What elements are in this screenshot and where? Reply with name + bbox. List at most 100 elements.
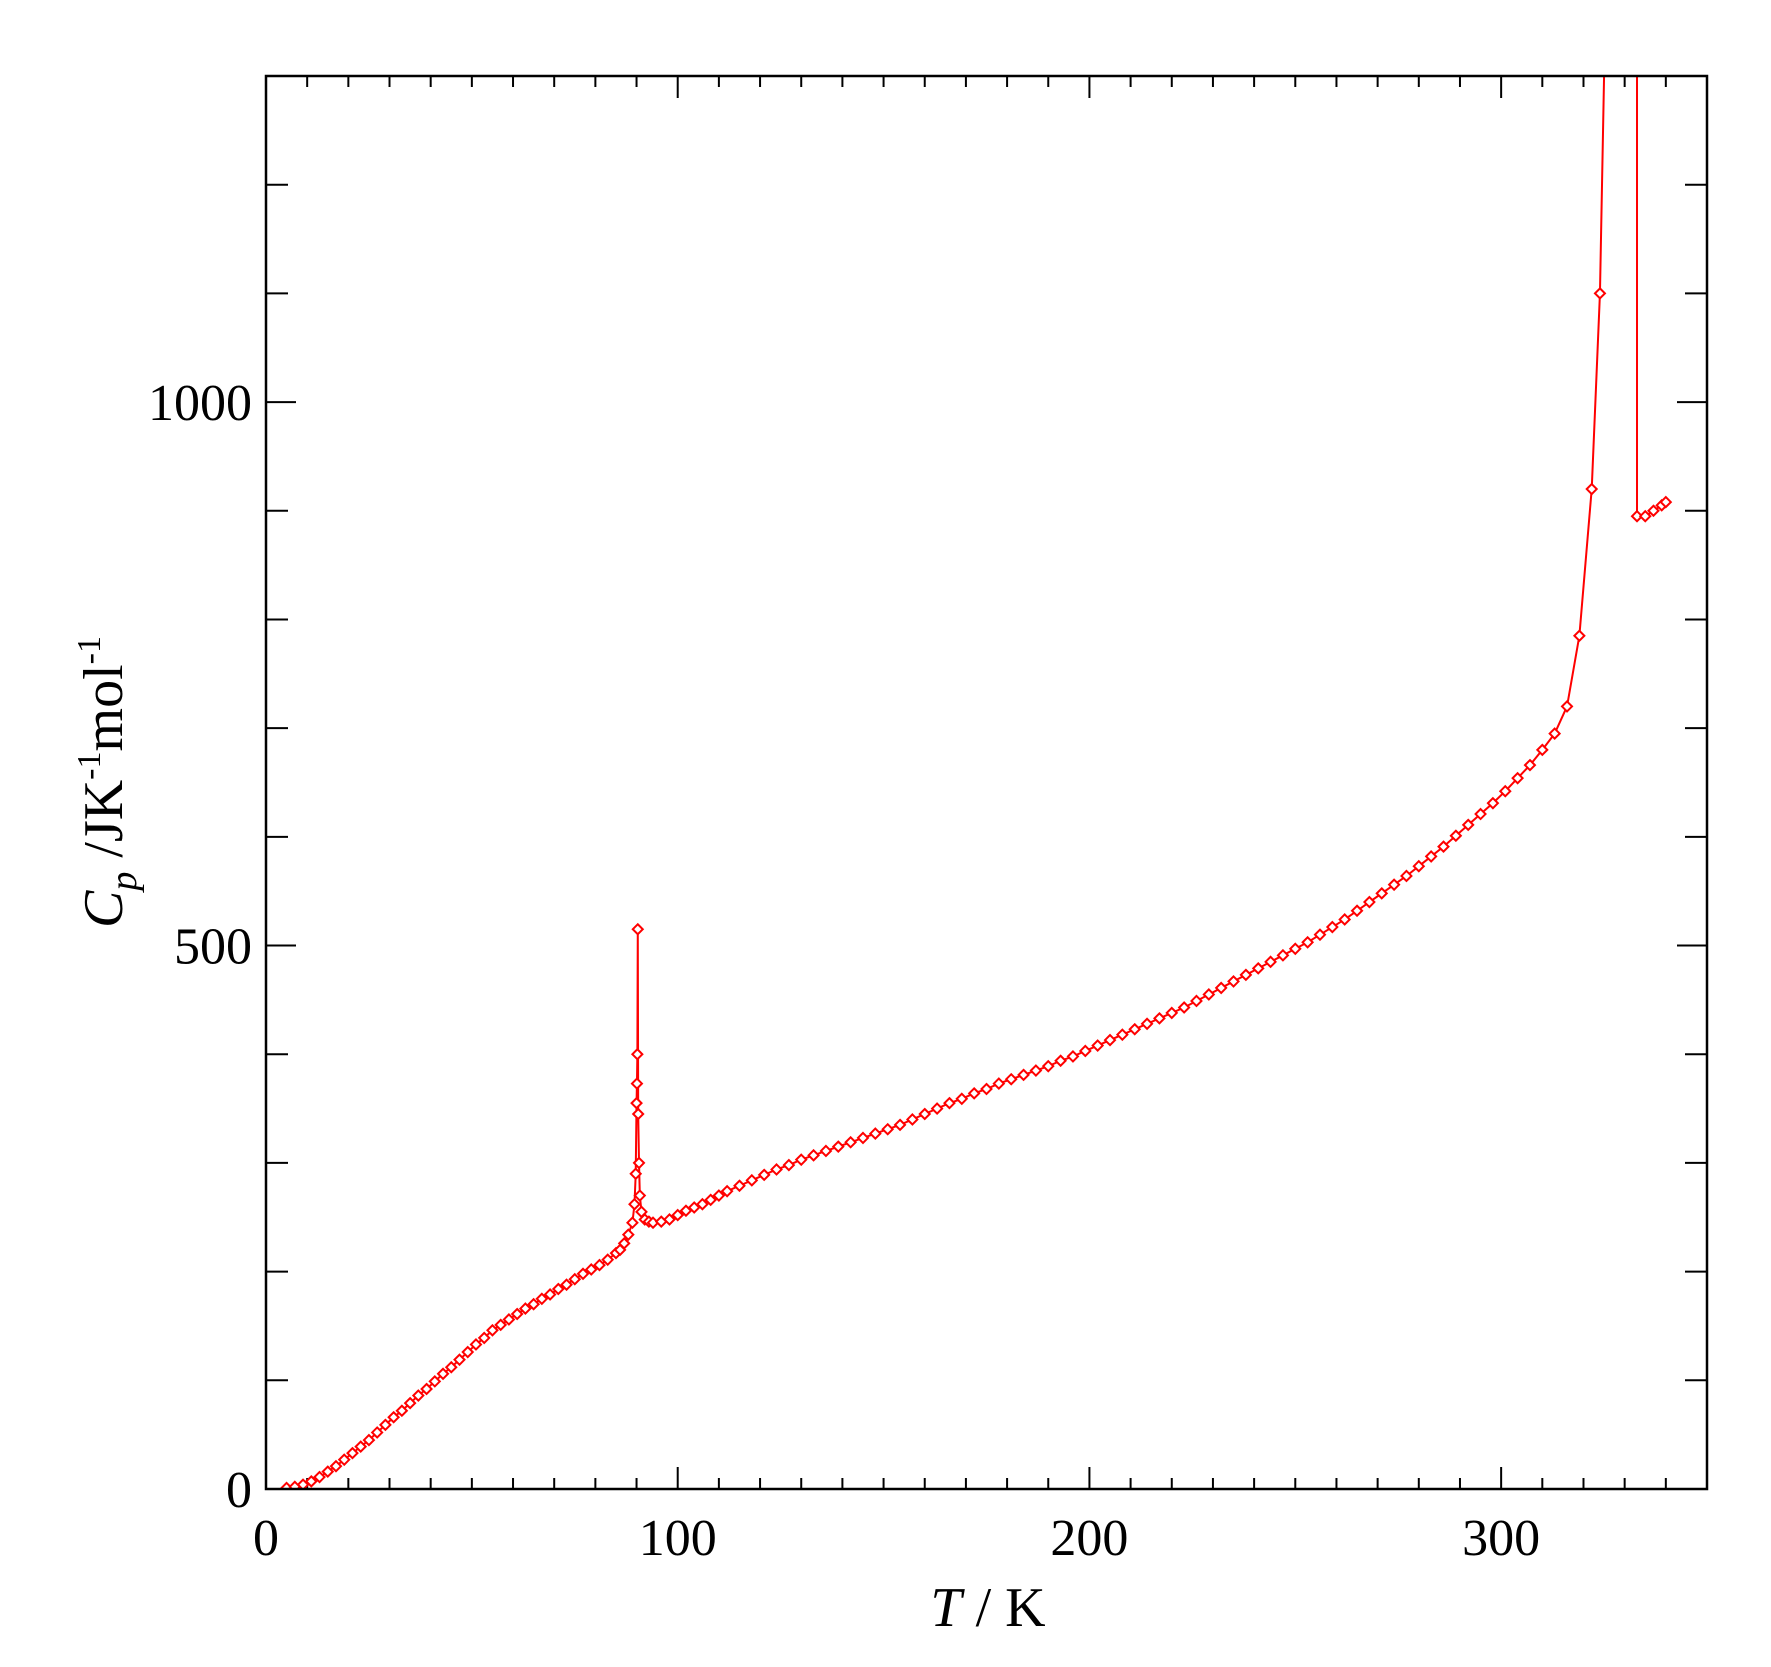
data-point bbox=[1511, 771, 1525, 785]
data-point bbox=[354, 1440, 368, 1454]
x-axis-symbol: T bbox=[930, 1577, 965, 1639]
data-point bbox=[1593, 286, 1607, 300]
x-tick-label: 100 bbox=[639, 1510, 717, 1567]
data-point bbox=[576, 1267, 590, 1281]
data-point bbox=[905, 1113, 919, 1126]
x-axis-label: T / K bbox=[930, 1577, 1045, 1639]
data-point bbox=[1412, 859, 1426, 873]
data-point bbox=[1288, 942, 1302, 956]
data-point bbox=[967, 1086, 981, 1100]
data-point bbox=[831, 1140, 845, 1154]
data-point bbox=[628, 1197, 641, 1211]
x-tick-label: 0 bbox=[253, 1510, 279, 1567]
data-point bbox=[1276, 948, 1290, 962]
data-point bbox=[631, 1107, 645, 1121]
data-point bbox=[411, 1389, 425, 1402]
data-point bbox=[617, 1236, 631, 1250]
data-point bbox=[1227, 974, 1240, 988]
series-line bbox=[286, 76, 1606, 1489]
data-point bbox=[403, 1396, 417, 1410]
data-point bbox=[856, 1131, 870, 1145]
data-point bbox=[593, 1258, 606, 1272]
data-point bbox=[362, 1433, 376, 1447]
data-point bbox=[329, 1459, 343, 1473]
y-tick-label: 500 bbox=[174, 919, 252, 976]
data-point bbox=[469, 1338, 483, 1351]
data-point bbox=[1251, 961, 1265, 975]
data-point bbox=[601, 1253, 615, 1267]
data-point bbox=[980, 1082, 993, 1096]
data-point bbox=[844, 1135, 858, 1149]
data-point bbox=[1638, 509, 1652, 523]
data-point bbox=[696, 1197, 709, 1211]
data-point bbox=[395, 1404, 409, 1418]
data-point bbox=[1647, 504, 1660, 518]
data-point bbox=[1029, 1064, 1043, 1077]
y-axis-exp-b: -1 bbox=[71, 636, 108, 664]
data-point bbox=[1585, 482, 1599, 496]
data-point bbox=[510, 1307, 524, 1321]
x-axis-unit: / K bbox=[962, 1577, 1046, 1639]
minor-ticks bbox=[266, 75, 1708, 1489]
data-point bbox=[543, 1288, 557, 1301]
data-point bbox=[733, 1179, 746, 1193]
y-axis-subscript: p bbox=[103, 872, 145, 894]
data-point bbox=[387, 1410, 401, 1424]
data-point bbox=[337, 1453, 351, 1467]
data-point bbox=[436, 1367, 450, 1381]
data-point bbox=[1239, 968, 1253, 982]
data-point bbox=[631, 922, 645, 936]
data-point bbox=[560, 1278, 573, 1292]
y-axis-symbol: C bbox=[73, 890, 135, 928]
data-point bbox=[757, 1168, 771, 1182]
data-point bbox=[930, 1102, 944, 1115]
series-1 bbox=[1630, 76, 1673, 523]
data-point bbox=[704, 1193, 718, 1207]
data-point bbox=[633, 1189, 647, 1202]
series-0 bbox=[280, 76, 1607, 1489]
data-point bbox=[1041, 1059, 1055, 1073]
data-point bbox=[477, 1331, 491, 1345]
data-point bbox=[321, 1465, 335, 1479]
data-point bbox=[527, 1297, 541, 1311]
data-point bbox=[679, 1204, 693, 1218]
data-point bbox=[1437, 840, 1450, 854]
data-point bbox=[782, 1158, 796, 1172]
data-point bbox=[1498, 784, 1512, 798]
data-point bbox=[296, 1478, 310, 1489]
data-point bbox=[444, 1360, 458, 1374]
data-point bbox=[370, 1426, 384, 1439]
data-point bbox=[1115, 1028, 1129, 1042]
y-tick-label: 0 bbox=[226, 1462, 252, 1519]
data-point bbox=[313, 1470, 326, 1484]
data-point bbox=[453, 1353, 466, 1367]
data-point bbox=[1387, 878, 1401, 892]
data-point bbox=[770, 1163, 783, 1176]
data-point bbox=[881, 1122, 895, 1136]
data-point bbox=[1313, 928, 1327, 942]
data-point bbox=[1054, 1054, 1068, 1068]
data-point bbox=[1630, 509, 1644, 523]
data-point bbox=[535, 1292, 549, 1306]
data-point bbox=[1202, 988, 1216, 1001]
data-point bbox=[1078, 1044, 1092, 1058]
data-point bbox=[1190, 994, 1203, 1008]
data-point bbox=[1103, 1033, 1117, 1047]
data-point bbox=[1091, 1039, 1105, 1052]
y-axis-exp-a: -1 bbox=[71, 751, 108, 779]
data-point bbox=[1362, 895, 1376, 909]
x-tick-label: 300 bbox=[1462, 1510, 1540, 1567]
tick-labels: 0 100 200 300 0 500 1000 bbox=[148, 375, 1540, 1567]
data-point bbox=[807, 1148, 820, 1162]
data-point bbox=[1400, 869, 1413, 883]
data-point bbox=[346, 1446, 359, 1460]
data-point bbox=[794, 1153, 808, 1167]
data-point bbox=[1560, 700, 1574, 713]
data-point bbox=[629, 1167, 643, 1181]
data-point bbox=[486, 1323, 499, 1337]
data-point bbox=[1474, 807, 1487, 821]
data-point bbox=[687, 1201, 701, 1214]
data-point bbox=[584, 1263, 598, 1276]
data-point bbox=[1165, 1006, 1179, 1020]
